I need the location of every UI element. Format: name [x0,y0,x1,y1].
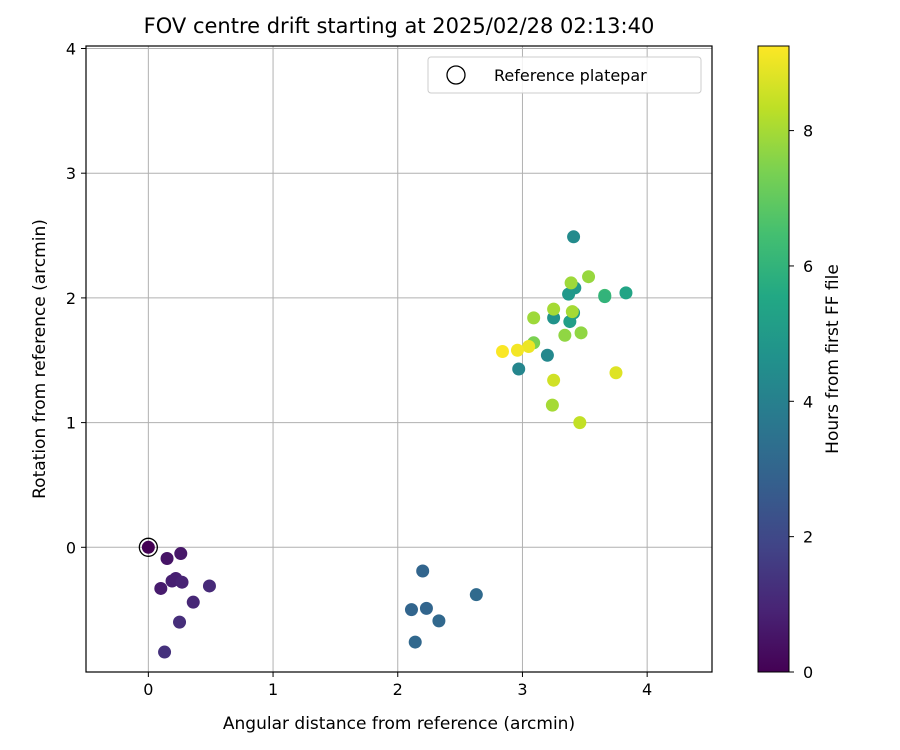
x-axis-ticks: 0 1 2 3 4 [143,672,652,699]
colorbar-label: Hours from first FF file [823,264,843,454]
legend-marker [446,65,466,85]
data-point [565,305,579,319]
data-point [564,276,578,290]
data-point [574,326,588,340]
data-point [186,595,200,609]
data-point [419,601,433,615]
data-point [567,230,581,244]
data-point [404,603,418,617]
data-point [527,311,541,325]
colorbar-tick-label: 6 [803,257,813,276]
data-point [609,366,623,380]
data-point [522,340,536,354]
data-point [469,588,483,602]
plot-frame [85,45,713,673]
x-axis-label: Angular distance from reference (arcmin) [223,714,575,734]
data-point [160,552,174,566]
y-tick-label: 0 [66,538,76,557]
data-point [563,315,577,329]
colorbar-tick-label: 2 [803,528,813,547]
reference-platepar-marker [138,537,159,557]
y-tick-label: 1 [66,414,76,433]
x-tick-label: 2 [393,680,403,699]
x-tick-label: 1 [268,680,278,699]
data-point [496,345,510,359]
data-point [432,614,446,628]
data-point [598,290,612,304]
data-point [573,416,587,430]
colorbar-ticks: 0 2 4 6 8 [789,122,813,682]
y-tick-label: 3 [66,164,76,183]
data-point [512,362,526,376]
colorbar: 0 2 4 6 8 Hours from first FF file [757,45,843,682]
data-point [154,581,168,595]
data-point [547,373,561,387]
data-point [158,645,172,659]
data-point [582,270,596,284]
colorbar-tick-label: 8 [803,122,813,141]
data-point [619,286,633,300]
colorbar-tick-label: 4 [803,392,813,411]
grid-lines [86,46,712,672]
y-axis-ticks: 0 1 2 3 4 [66,39,86,557]
x-tick-label: 3 [517,680,527,699]
y-axis-label: Rotation from reference (arcmin) [30,219,50,499]
data-point [540,348,554,362]
data-point [174,547,188,561]
data-points [141,230,633,659]
y-tick-label: 4 [66,39,76,58]
x-tick-label: 4 [642,680,652,699]
data-point [416,564,430,578]
colorbar-tick-label: 0 [803,663,813,682]
colorbar-gradient [757,45,790,673]
data-point [173,615,187,629]
data-point [558,328,572,342]
legend-box [427,56,702,94]
data-point [545,398,559,412]
x-tick-label: 0 [143,680,153,699]
legend-entry-reference-platepar: Reference platepar [494,66,647,85]
data-point [547,302,561,316]
data-point [175,575,189,589]
data-point [141,540,155,554]
legend: Reference platepar [427,56,702,94]
chart-title: FOV centre drift starting at 2025/02/28 … [144,14,655,38]
data-point [408,635,422,649]
y-tick-label: 2 [66,289,76,308]
data-point [510,343,524,357]
data-point [202,579,216,593]
